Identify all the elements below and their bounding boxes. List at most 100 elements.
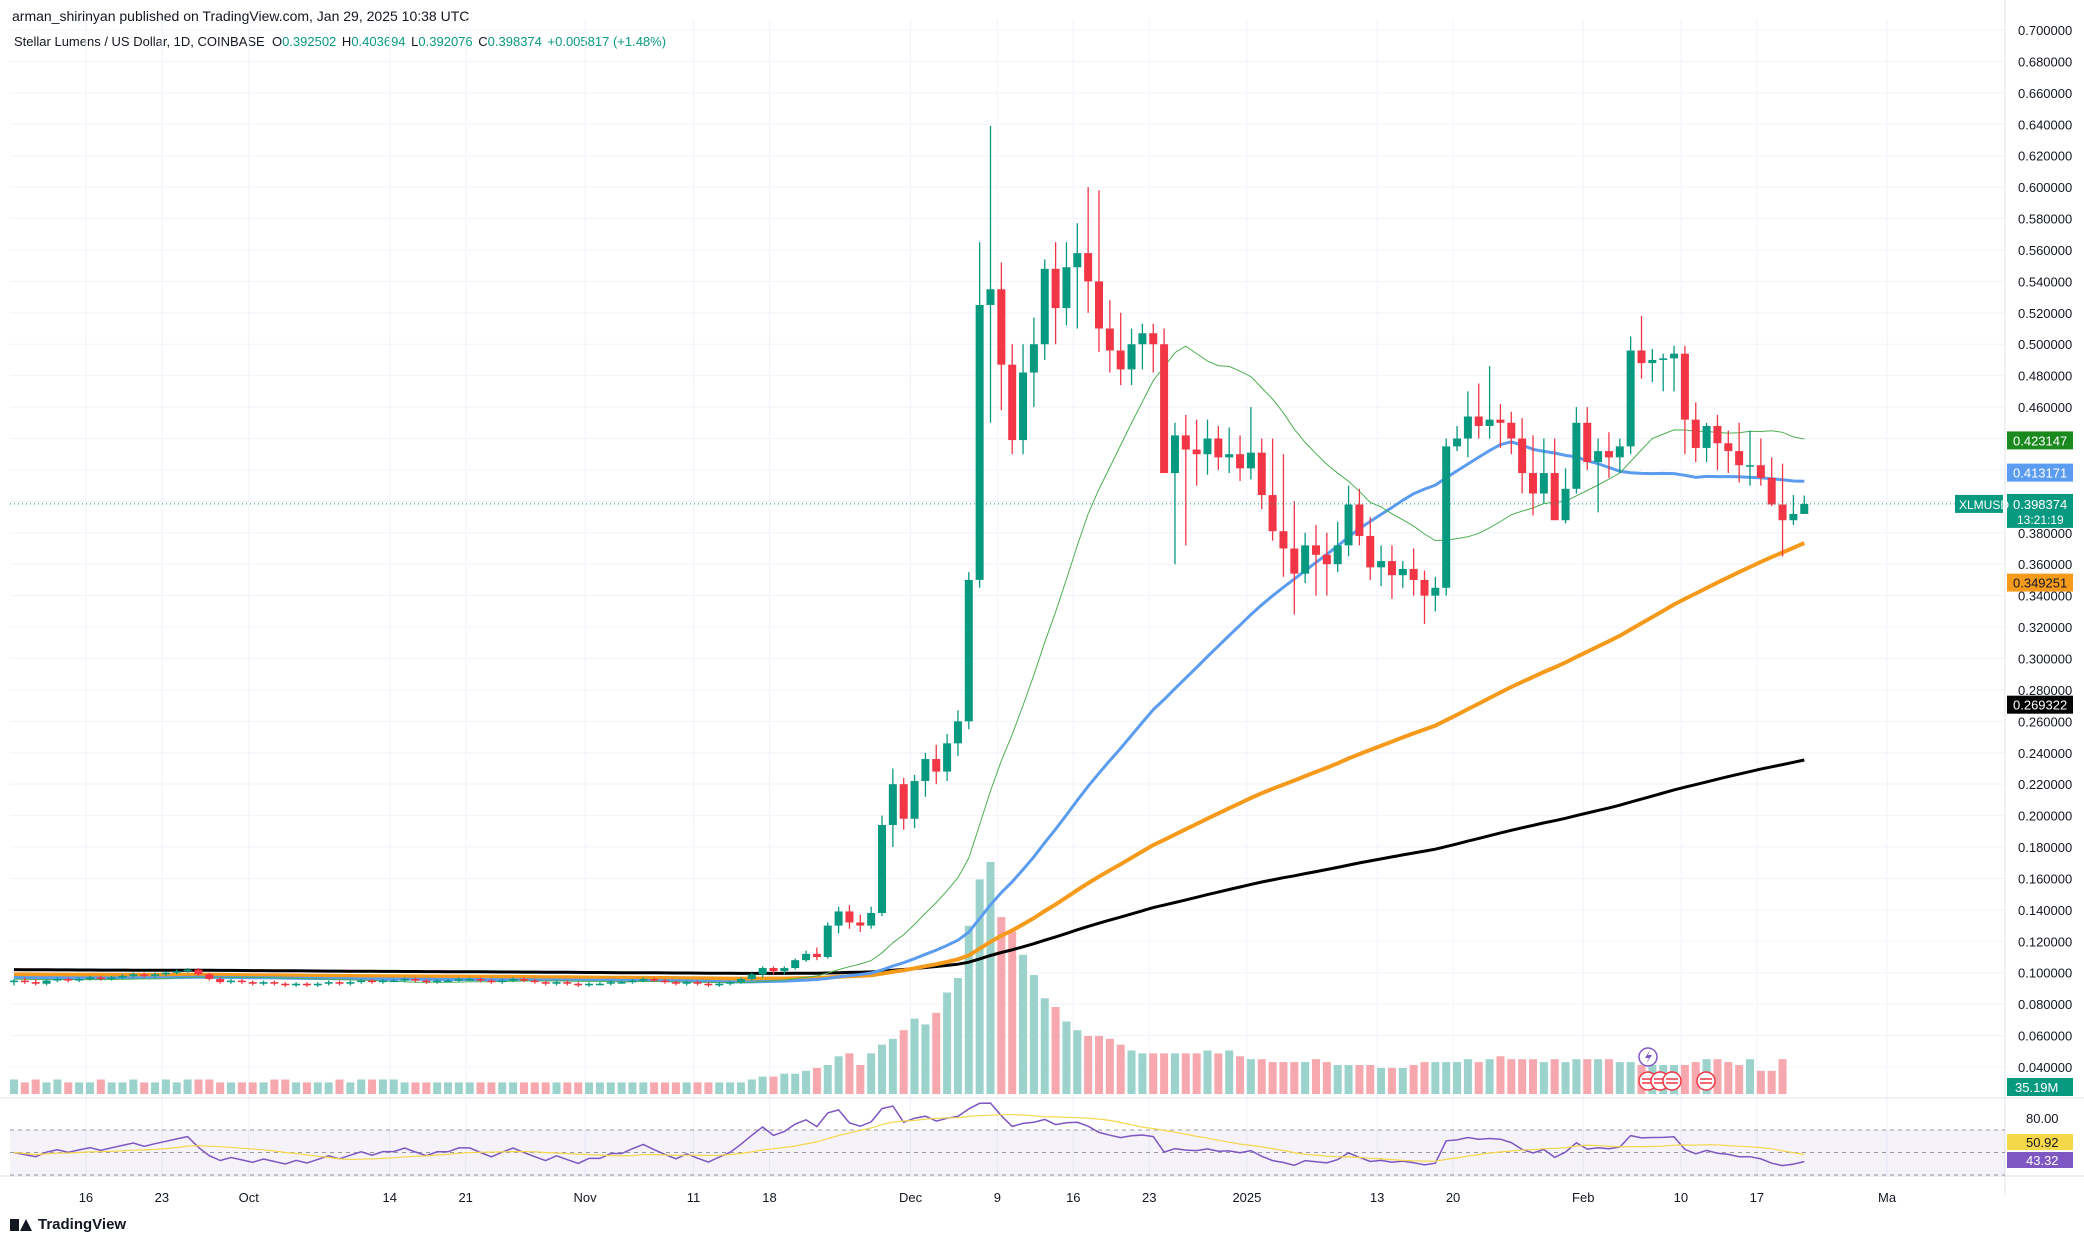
volume-bar: [270, 1079, 279, 1094]
volume-bar: [1138, 1053, 1147, 1094]
candle: [1029, 317, 1038, 408]
candle-body: [932, 759, 941, 772]
volume-bar: [704, 1082, 713, 1094]
candle: [1572, 407, 1581, 494]
candle-body: [248, 982, 257, 984]
lightning-glyph: [1645, 1050, 1652, 1064]
candle: [780, 966, 789, 975]
price-tick-label: 0.580000: [2018, 212, 2072, 227]
volume-bar: [1236, 1056, 1245, 1094]
volume-bar: [498, 1082, 507, 1094]
candle-body: [726, 982, 735, 984]
candle-body: [1366, 535, 1375, 568]
time-tick-label: 10: [1674, 1190, 1688, 1205]
volume-bar: [953, 978, 962, 1094]
candle-body: [888, 784, 897, 826]
candle: [1420, 570, 1429, 624]
candle-body: [671, 982, 680, 984]
candle-body: [530, 980, 539, 983]
price-tick-label: 0.040000: [2018, 1060, 2072, 1075]
candle: [1583, 407, 1592, 470]
volume-bar: [183, 1079, 192, 1094]
volume-bar: [1181, 1053, 1190, 1094]
candle-body: [151, 974, 160, 976]
candle: [237, 979, 246, 984]
volume-bar: [693, 1082, 702, 1094]
volume-bar: [1594, 1059, 1603, 1094]
candle: [129, 972, 138, 978]
candle: [487, 979, 496, 984]
volume-bar: [932, 1012, 941, 1094]
candle-body: [1312, 545, 1320, 555]
volume-bar: [20, 1082, 29, 1094]
volume-bar: [606, 1082, 615, 1094]
candle-body: [454, 979, 463, 981]
volume-bar: [650, 1082, 659, 1094]
candle-body: [1051, 268, 1060, 309]
volume-bar: [281, 1079, 290, 1094]
volume-bar: [433, 1082, 442, 1094]
candle: [1084, 187, 1093, 313]
candle-body: [1561, 488, 1570, 521]
candle: [1724, 430, 1733, 474]
candle: [823, 922, 832, 959]
candle-body: [585, 983, 594, 986]
candle-body: [1409, 568, 1418, 580]
candle: [248, 980, 257, 986]
candle-body: [1529, 473, 1537, 494]
volume-bar: [834, 1056, 843, 1094]
candle-body: [921, 759, 930, 782]
volume-bar: [216, 1082, 225, 1094]
price-tick-label: 0.120000: [2018, 934, 2072, 949]
volume-bar: [487, 1082, 496, 1094]
candle: [921, 752, 930, 797]
volume-bar: [1192, 1053, 1201, 1094]
ma-black-tag: 0.269322: [2013, 698, 2067, 713]
candle-body: [1594, 451, 1603, 463]
price-tick-label: 0.700000: [2018, 23, 2072, 38]
candle-body: [682, 982, 691, 984]
price-tick-label: 0.520000: [2018, 306, 2072, 321]
candle: [292, 982, 301, 987]
volume-bar: [1387, 1067, 1396, 1094]
volume-bar: [1680, 1065, 1689, 1094]
candle-body: [476, 979, 485, 981]
candle-body: [964, 579, 973, 722]
volume-bar: [563, 1082, 572, 1094]
candle: [1442, 438, 1451, 596]
volume-bar: [400, 1082, 409, 1094]
candle: [1008, 344, 1017, 455]
candle-body: [1333, 545, 1342, 565]
candle: [1051, 242, 1060, 345]
volume-bar: [194, 1079, 203, 1094]
volume-bar: [378, 1079, 387, 1094]
volume-bar: [64, 1082, 73, 1094]
time-tick-label: Ma: [1878, 1190, 1897, 1205]
tradingview-brand: TradingView: [38, 1216, 127, 1233]
time-tick-label: 13: [1370, 1190, 1384, 1205]
candle-body: [183, 969, 192, 972]
rsi-upper-label: 80.00: [2026, 1111, 2059, 1126]
volume-bar: [1149, 1053, 1158, 1094]
rsi-ma-tag: 50.92: [2026, 1135, 2059, 1150]
volume-bar: [161, 1079, 170, 1094]
volume-bar: [1398, 1067, 1407, 1094]
volume-bar: [1029, 975, 1038, 1094]
candle-body: [758, 968, 767, 975]
candle-body: [1756, 465, 1765, 478]
volume-bar: [1203, 1050, 1212, 1094]
time-tick-label: Oct: [239, 1190, 260, 1205]
candle-body: [1257, 452, 1266, 496]
volume-bar: [1474, 1062, 1483, 1094]
volume-bar: [530, 1082, 539, 1094]
candle: [1214, 425, 1223, 470]
volume-bar: [1409, 1065, 1418, 1094]
candle: [812, 947, 821, 961]
candle-body: [1507, 422, 1516, 439]
volume-bar: [1105, 1038, 1114, 1094]
event-icons: [1638, 1047, 1716, 1091]
candle-body: [1746, 465, 1754, 467]
candle-body: [639, 979, 648, 981]
candle-body: [574, 983, 583, 986]
